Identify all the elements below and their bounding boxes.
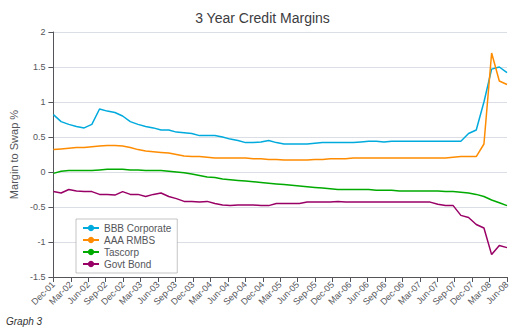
- svg-text:0: 0: [40, 167, 45, 177]
- svg-text:Sep-07: Sep-07: [430, 279, 459, 307]
- svg-text:Margin to Swap %: Margin to Swap %: [8, 110, 20, 199]
- svg-text:1.5: 1.5: [33, 62, 46, 72]
- svg-text:BBB Corporate: BBB Corporate: [104, 223, 172, 234]
- svg-text:Dec-06: Dec-06: [378, 279, 406, 307]
- svg-text:Sep-02: Sep-02: [81, 279, 110, 307]
- svg-text:Dec-07: Dec-07: [448, 279, 476, 307]
- svg-text:Govt Bond: Govt Bond: [104, 259, 151, 270]
- svg-text:Dec-01: Dec-01: [29, 279, 57, 307]
- svg-text:Sep-05: Sep-05: [291, 279, 319, 307]
- svg-text:Dec-02: Dec-02: [99, 279, 127, 307]
- svg-text:Dec-03: Dec-03: [169, 279, 197, 307]
- svg-text:Sep-03: Sep-03: [151, 279, 180, 307]
- svg-text:-0.5: -0.5: [30, 202, 46, 212]
- svg-text:Jun-04: Jun-04: [204, 279, 232, 306]
- svg-text:Dec-04: Dec-04: [238, 279, 267, 307]
- svg-text:Jun-08: Jun-08: [484, 279, 511, 306]
- svg-text:Jun-05: Jun-05: [274, 279, 302, 306]
- svg-text:Mar-02: Mar-02: [47, 279, 75, 307]
- svg-text:Mar-03: Mar-03: [117, 279, 145, 307]
- svg-text:Tascorp: Tascorp: [104, 247, 139, 258]
- svg-text:Jun-06: Jun-06: [344, 279, 371, 306]
- svg-text:Sep-04: Sep-04: [221, 279, 249, 307]
- svg-text:Dec-05: Dec-05: [308, 279, 337, 307]
- svg-text:Sep-06: Sep-06: [360, 279, 389, 307]
- svg-text:3 Year Credit Margins: 3 Year Credit Margins: [195, 10, 330, 26]
- svg-text:Mar-07: Mar-07: [396, 279, 424, 307]
- svg-text:-1: -1: [37, 237, 45, 247]
- svg-text:Mar-08: Mar-08: [465, 279, 494, 307]
- svg-text:Mar-06: Mar-06: [326, 279, 354, 307]
- svg-text:0.5: 0.5: [33, 132, 46, 142]
- svg-text:1: 1: [40, 97, 45, 107]
- svg-text:-1.5: -1.5: [30, 272, 46, 282]
- svg-text:AAA RMBS: AAA RMBS: [104, 235, 155, 246]
- svg-text:Graph 3: Graph 3: [6, 316, 43, 327]
- svg-text:2: 2: [40, 27, 45, 37]
- svg-text:Jun-07: Jun-07: [414, 279, 441, 306]
- svg-text:Mar-05: Mar-05: [256, 279, 284, 307]
- svg-text:Jun-02: Jun-02: [65, 279, 92, 306]
- svg-text:Mar-04: Mar-04: [186, 279, 214, 307]
- svg-text:Jun-03: Jun-03: [135, 279, 162, 306]
